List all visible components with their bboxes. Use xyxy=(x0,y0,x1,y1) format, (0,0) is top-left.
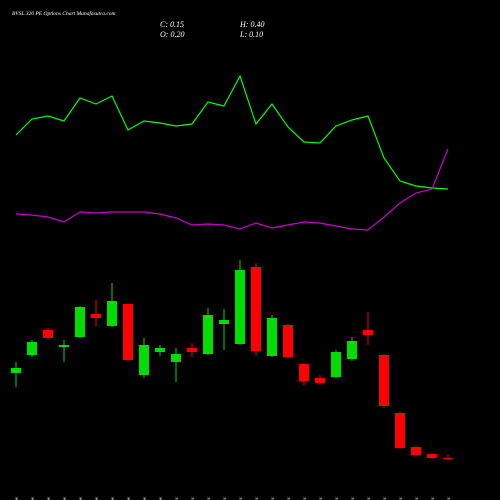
x-tick-label: 17 Nov xyxy=(15,496,20,500)
x-tick-label: 15 Dec xyxy=(319,496,324,500)
x-tick-label: 08 Dec xyxy=(239,496,244,500)
x-tick-label: 12 Dec xyxy=(303,496,308,500)
x-tick-label: 17 Dec xyxy=(351,496,356,500)
x-tick-label: 05 Dec xyxy=(223,496,228,500)
x-tick-label: 10 Dec xyxy=(271,496,276,500)
x-tick-label: 18 Dec xyxy=(367,496,372,500)
candle-body xyxy=(235,270,245,344)
candle-body xyxy=(411,447,421,455)
candle-body xyxy=(123,304,133,360)
x-tick-label: 24 Nov xyxy=(95,496,100,500)
low-label: L: 0.10 xyxy=(239,30,263,39)
candle-body xyxy=(219,320,229,324)
open-label: O: 0.20 xyxy=(160,30,184,39)
candle-body xyxy=(299,364,309,381)
candle-body xyxy=(347,341,357,359)
x-tick-label: 09 Dec xyxy=(255,496,260,500)
x-tick-label: 03 Dec xyxy=(207,496,212,500)
candle-body xyxy=(363,330,373,335)
candle-body xyxy=(203,315,213,354)
x-tick-label: 25 Nov xyxy=(111,496,116,500)
candle-body xyxy=(251,267,261,351)
candle-body xyxy=(379,355,389,406)
candle-body xyxy=(331,352,341,377)
candle-body xyxy=(395,413,405,448)
close-label: C: 0.15 xyxy=(160,20,184,29)
x-tick-label: 19 Nov xyxy=(47,496,52,500)
candle-body xyxy=(75,307,85,337)
x-tick-label: 26 Nov xyxy=(127,496,132,500)
candle-body xyxy=(315,378,325,383)
x-tick-label: 18 Nov xyxy=(31,496,36,500)
x-tick-label: 19 Dec xyxy=(383,496,388,500)
candle-body xyxy=(187,348,197,352)
indicator-line xyxy=(15,148,449,231)
x-tick-label: 16 Dec xyxy=(335,496,340,500)
candle-body xyxy=(155,348,165,352)
candle-body xyxy=(171,354,181,362)
candle-body xyxy=(427,454,437,458)
x-tick-label: 01 Dec xyxy=(175,496,180,500)
x-tick-label: 11 Dec xyxy=(287,496,292,500)
candle-body xyxy=(27,342,37,355)
indicator-line xyxy=(15,74,449,190)
x-tick-label: 21 Nov xyxy=(79,496,84,500)
x-tick-label: 27 Nov xyxy=(143,496,148,500)
candle-body xyxy=(11,368,21,373)
candle-body xyxy=(283,325,293,357)
candle-body xyxy=(91,314,101,318)
x-tick-label: 24 Dec xyxy=(431,496,436,500)
candle-body xyxy=(443,458,453,459)
x-tick-label: 26 Dec xyxy=(447,496,452,500)
chart-title: BVSL 320 PE Options Chart Munafasutra.co… xyxy=(12,10,116,17)
candle-body xyxy=(59,345,69,347)
candle-body xyxy=(107,301,117,326)
x-tick-label: 28 Nov xyxy=(159,496,164,500)
candle-body xyxy=(267,318,277,356)
candle-body xyxy=(43,330,53,338)
high-label: H: 0.40 xyxy=(239,20,264,29)
x-tick-label: 20 Nov xyxy=(63,496,68,500)
x-tick-label: 02 Dec xyxy=(191,496,196,500)
candle-body xyxy=(139,345,149,375)
x-tick-label: 22 Dec xyxy=(399,496,404,500)
x-tick-label: 23 Dec xyxy=(415,496,420,500)
